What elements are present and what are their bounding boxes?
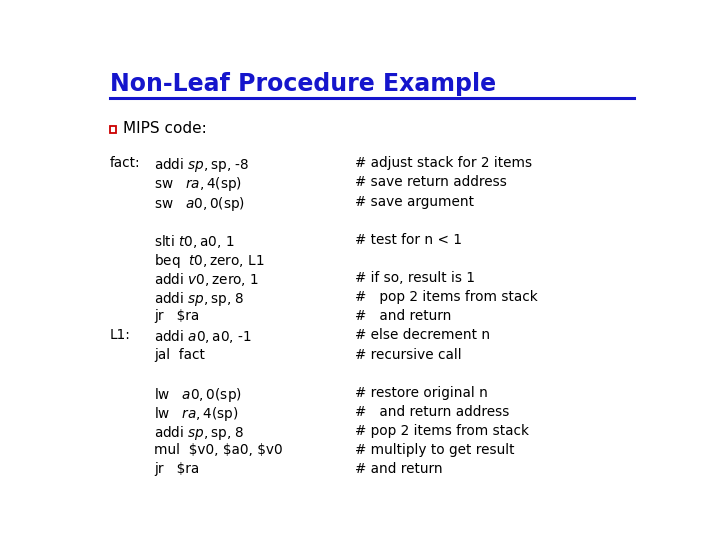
Text: # multiply to get result: # multiply to get result [355,443,515,457]
Text: addi $sp, $sp, 8: addi $sp, $sp, 8 [154,424,245,442]
Text: Non-Leaf Procedure Example: Non-Leaf Procedure Example [109,72,495,96]
Text: # test for n < 1: # test for n < 1 [355,233,462,247]
Text: jr   $ra: jr $ra [154,309,199,323]
Text: #   pop 2 items from stack: # pop 2 items from stack [355,290,538,304]
Bar [109,125,116,133]
Text: # save argument: # save argument [355,194,474,208]
Text: lw   $ra, 4($sp): lw $ra, 4($sp) [154,405,239,423]
Text: lw   $a0, 0($sp): lw $a0, 0($sp) [154,386,242,404]
Text: jal  fact: jal fact [154,348,205,362]
Text: # recursive call: # recursive call [355,348,462,362]
Text: # save return address: # save return address [355,176,507,190]
Text: sw   $ra, 4($sp): sw $ra, 4($sp) [154,176,242,193]
Text: L1:: L1: [109,328,130,342]
Text: # and return: # and return [355,462,443,476]
Text: sw   $a0, 0($sp): sw $a0, 0($sp) [154,194,246,213]
Text: jr   $ra: jr $ra [154,462,199,476]
Text: fact:: fact: [109,156,140,170]
Text: #   and return: # and return [355,309,451,323]
Text: addi $sp, $sp, 8: addi $sp, $sp, 8 [154,290,245,308]
Text: slti $t0, $a0, 1: slti $t0, $a0, 1 [154,233,235,250]
Text: # restore original n: # restore original n [355,386,488,400]
Text: #   and return address: # and return address [355,405,510,419]
Text: addi $a0, $a0, -1: addi $a0, $a0, -1 [154,328,252,346]
Text: mul  $v0, $a0, $v0: mul $v0, $a0, $v0 [154,443,283,457]
Text: # pop 2 items from stack: # pop 2 items from stack [355,424,529,438]
Text: # else decrement n: # else decrement n [355,328,490,342]
Text: # if so, result is 1: # if so, result is 1 [355,271,475,285]
Text: MIPS code:: MIPS code: [123,122,207,136]
Text: addi $sp, $sp, -8: addi $sp, $sp, -8 [154,156,250,174]
Text: addi $v0, $zero, 1: addi $v0, $zero, 1 [154,271,259,288]
Text: beq  $t0, $zero, L1: beq $t0, $zero, L1 [154,252,265,270]
Text: # adjust stack for 2 items: # adjust stack for 2 items [355,156,532,170]
